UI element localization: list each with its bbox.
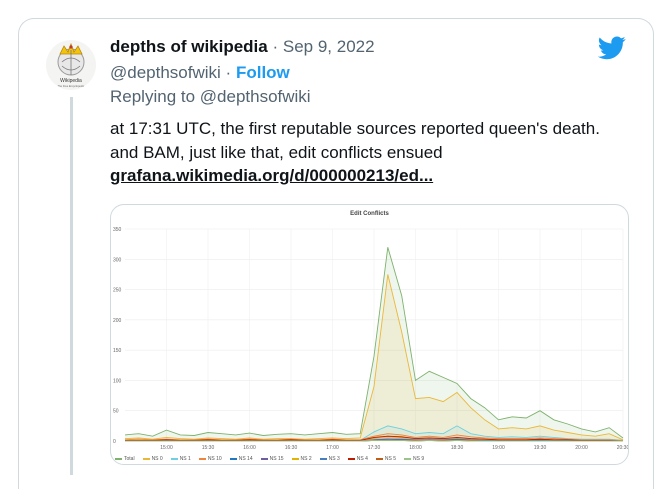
legend-item[interactable]: NS 3 (319, 456, 340, 462)
chart-legend: Total NS 0 NS 1 NS 10 NS 14 NS 15 NS 2 NS 3 NS 4… (115, 456, 424, 462)
author-handle[interactable]: @depthsofwiki (110, 63, 221, 82)
legend-item[interactable]: NS 2 (291, 456, 312, 462)
chart-title: Edit Conflicts (350, 211, 389, 217)
legend-label: NS 4 (356, 456, 368, 462)
legend-swatch (260, 458, 268, 460)
legend-label: NS 5 (384, 456, 397, 462)
x-tick-label: 17:30 (368, 445, 381, 451)
author-name[interactable]: depths of wikipedia (110, 37, 268, 56)
legend-swatch (319, 458, 327, 460)
follow-button[interactable]: Follow (235, 63, 290, 82)
legend-label: NS 1 (179, 456, 191, 462)
avatar-sublabel: The Free Encyclopedia (58, 84, 85, 88)
thread-line (70, 97, 73, 475)
y-tick-label: 300 (113, 257, 122, 263)
legend-swatch (142, 458, 150, 460)
series-area-ns-1 (125, 425, 623, 441)
legend-label: NS 2 (300, 456, 312, 462)
legend-label: NS 0 (151, 456, 163, 462)
twitter-bird-icon[interactable] (598, 36, 626, 60)
x-tick-label: 15:00 (160, 445, 173, 451)
avatar[interactable]: Wikipedia The Free Encyclopedia (46, 40, 96, 90)
y-tick-label: 250 (113, 288, 122, 294)
handle-row: @depthsofwiki · Follow (110, 62, 290, 84)
replying-to[interactable]: Replying to @depthsofwiki (110, 87, 311, 106)
legend-item[interactable]: NS 9 (404, 456, 424, 462)
x-tick-label: 19:30 (534, 445, 547, 451)
avatar-label: Wikipedia (60, 78, 82, 84)
legend-item[interactable]: NS 1 (170, 456, 191, 462)
x-tick-label: 16:00 (243, 445, 256, 451)
legend-label: Total (124, 456, 135, 462)
legend-swatch (115, 458, 122, 460)
legend-swatch (404, 458, 412, 460)
x-tick-label: 19:00 (492, 445, 505, 451)
legend-swatch (198, 458, 206, 460)
legend-item[interactable]: NS 4 (347, 456, 368, 462)
tweet-text: at 17:31 UTC, the first reputable source… (110, 119, 600, 162)
legend-swatch (291, 458, 299, 460)
series-line-ns-10 (124, 433, 624, 441)
legend-swatch (170, 458, 178, 460)
series-area-ns-0 (125, 274, 623, 441)
legend-label: NS 9 (413, 456, 425, 462)
edit-conflicts-chart: 0 50 100 150 200 250 300 350 15:00 15:30 16:00 16:3… (113, 227, 628, 451)
series-line-ns-4 (125, 435, 624, 442)
series-line-ns-3 (125, 438, 624, 442)
legend-item[interactable]: Total (115, 456, 135, 462)
x-tick-label: 17:00 (326, 445, 339, 451)
legend-label: NS 10 (207, 456, 222, 462)
series-line-ns-9 (125, 439, 623, 442)
legend-item[interactable]: NS 15 (260, 456, 284, 462)
chart-media[interactable]: Edit Conflicts 0 50 100 150 200 250 300 350 15:0… (110, 204, 629, 465)
series-line-total (124, 247, 624, 439)
y-tick-label: 100 (113, 378, 122, 384)
tweet-header: depths of wikipedia · Sep 9, 2022 (110, 36, 375, 58)
y-tick-label: 0 (113, 439, 116, 445)
legend-label: NS 3 (328, 456, 340, 462)
x-tick-label: 20:00 (575, 445, 588, 451)
legend-label: NS 15 (269, 456, 284, 462)
legend-item[interactable]: NS 0 (142, 456, 163, 462)
legend-item[interactable]: NS 10 (198, 456, 222, 462)
series-area-total (125, 247, 623, 441)
legend-swatch (375, 458, 383, 460)
x-tick-label: 15:30 (202, 445, 215, 451)
x-tick-label: 20:30 (617, 445, 628, 451)
handle-separator: · (225, 63, 232, 82)
legend-swatch (229, 458, 237, 460)
y-tick-label: 150 (113, 348, 122, 354)
tweet-date[interactable]: · Sep 9, 2022 (272, 37, 375, 56)
legend-item[interactable]: NS 14 (229, 456, 253, 462)
legend-swatch (347, 458, 355, 460)
series-line-ns-0 (124, 274, 624, 441)
y-tick-label: 350 (113, 227, 122, 233)
y-tick-label: 50 (113, 409, 119, 415)
x-tick-label: 18:30 (451, 445, 464, 451)
wikipedia-globe-icon: Wikipedia The Free Encyclopedia (57, 42, 85, 88)
legend-item[interactable]: NS 5 (375, 456, 397, 462)
tweet-link[interactable]: grafana.wikimedia.org/d/000000213/ed... (110, 166, 434, 185)
y-tick-label: 200 (113, 318, 122, 324)
x-tick-label: 18:00 (409, 445, 422, 451)
legend-label: NS 14 (238, 456, 253, 462)
x-tick-label: 16:30 (285, 445, 298, 451)
